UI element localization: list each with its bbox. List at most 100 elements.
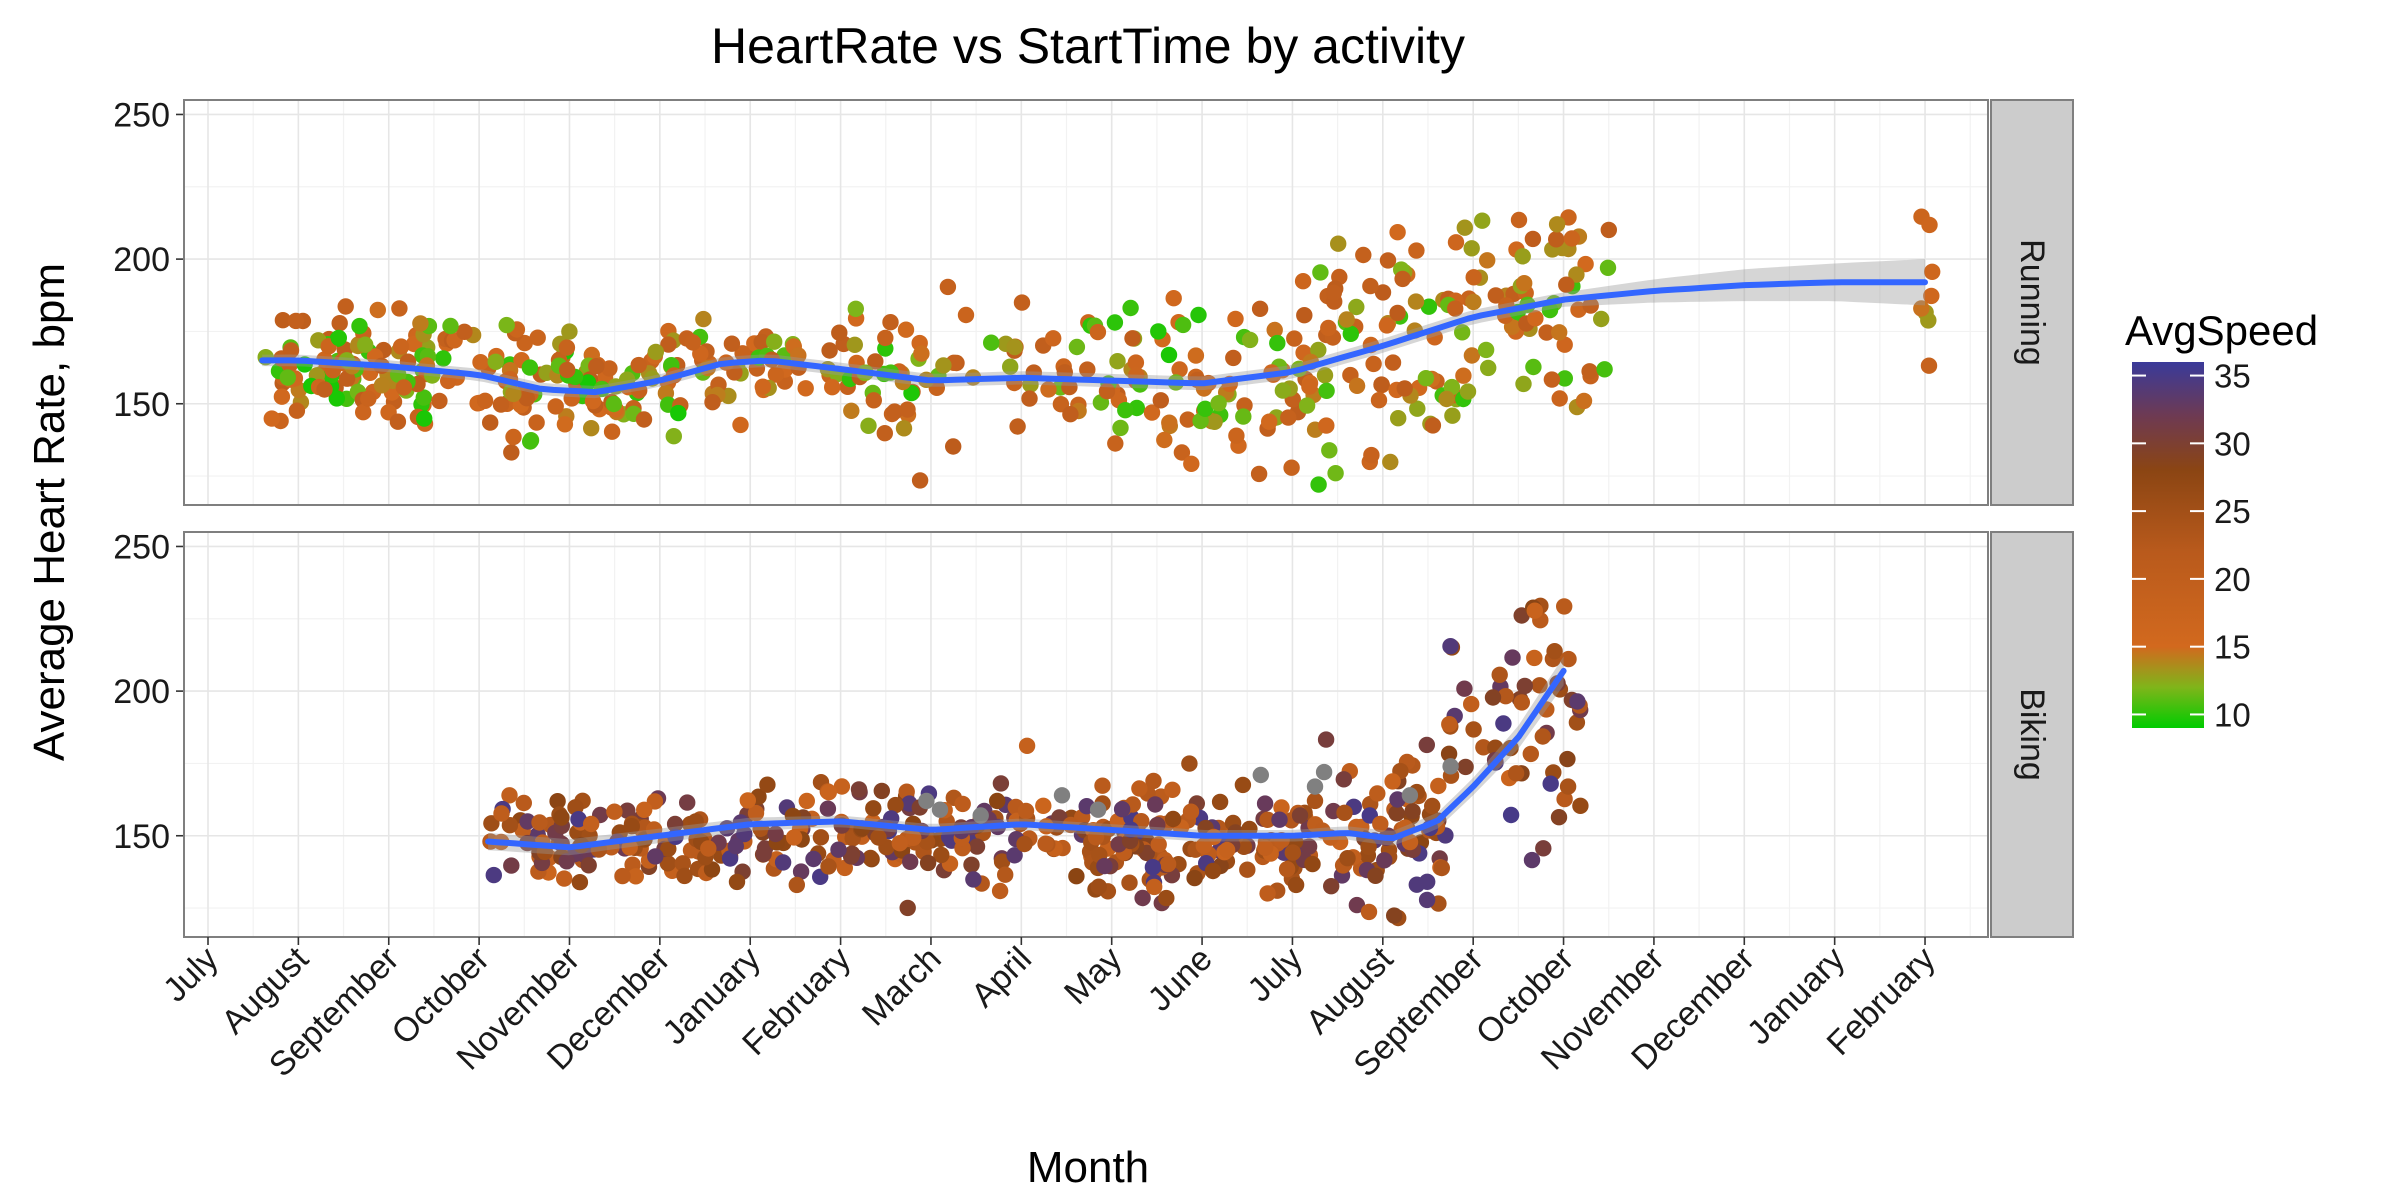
data-point: [492, 396, 510, 413]
data-point: [1090, 878, 1108, 895]
data-point: [1920, 357, 1938, 374]
data-point: [1271, 811, 1288, 828]
data-point: [1600, 221, 1618, 239]
data-point: [1365, 355, 1382, 373]
data-point: [1502, 806, 1520, 824]
data-point: [630, 356, 647, 374]
data-point: [798, 792, 815, 810]
y-tick-label: 200: [113, 241, 170, 279]
data-point: [1526, 649, 1543, 667]
data-point: [1507, 765, 1525, 782]
data-point: [1386, 907, 1403, 924]
data-point: [636, 801, 653, 818]
data-point: [1068, 338, 1086, 356]
legend-tick-label: 15: [2214, 629, 2251, 666]
data-point: [395, 379, 413, 396]
data-point: [739, 792, 756, 809]
data-point: [1310, 476, 1327, 493]
data-point: [919, 854, 937, 872]
panel-background: [184, 532, 1988, 937]
data-point: [1920, 312, 1937, 329]
data-point: [558, 339, 576, 356]
data-point: [355, 404, 372, 421]
data-point: [831, 324, 848, 341]
data-point: [606, 803, 623, 820]
data-point: [316, 381, 333, 398]
data-point: [1150, 836, 1167, 853]
data-point: [732, 416, 749, 434]
data-point: [1160, 346, 1178, 364]
data-point: [518, 390, 535, 407]
data-point: [1294, 273, 1312, 290]
data-point: [1174, 316, 1192, 334]
data-point: [601, 360, 618, 377]
data-point: [1298, 397, 1316, 414]
data-point: [666, 815, 684, 833]
data-point: [1491, 666, 1508, 683]
facet-strip-label: Biking: [2013, 688, 2051, 781]
data-point: [1182, 803, 1200, 820]
data-point: [614, 867, 631, 885]
legend-tick-label: 20: [2214, 561, 2251, 598]
data-point: [727, 838, 744, 855]
data-point: [1152, 392, 1170, 409]
legend-tick-label: 35: [2214, 358, 2251, 395]
data-point: [416, 410, 433, 427]
data-point: [337, 298, 354, 315]
data-point: [435, 350, 452, 367]
data-point: [992, 775, 1010, 792]
data-point: [805, 850, 822, 868]
data-point: [1424, 797, 1441, 815]
panels-layer: 150 200 250 Running 150 200 250 Biking: [113, 96, 2074, 938]
data-point: [1266, 321, 1283, 339]
data-point: [1301, 378, 1318, 395]
data-point: [647, 848, 664, 865]
data-point: [788, 876, 805, 894]
data-point: [1339, 850, 1356, 867]
data-point: [1284, 844, 1302, 861]
data-point: [1477, 341, 1495, 359]
data-point: [1186, 869, 1203, 887]
data-point: [1300, 838, 1318, 855]
data-point: [583, 420, 600, 437]
data-point: [695, 310, 712, 328]
data-point: [483, 815, 500, 832]
data-point: [754, 378, 771, 395]
data-point: [1225, 349, 1242, 367]
data-point: [766, 333, 783, 350]
data-point: [993, 853, 1011, 870]
data-point: [1318, 382, 1335, 399]
data-point: [1360, 838, 1377, 856]
data-point: [556, 416, 574, 433]
data-point: [1227, 310, 1244, 328]
data-point: [1117, 402, 1134, 419]
data-point: [968, 838, 986, 855]
data-point: [941, 828, 958, 846]
data-point: [1513, 694, 1531, 711]
data-point: [1165, 290, 1182, 307]
data-point: [1551, 324, 1568, 341]
data-point: [1593, 310, 1610, 328]
data-point: [515, 794, 532, 812]
data-point: [703, 861, 721, 878]
data-point: [373, 377, 391, 394]
data-point: [728, 873, 746, 891]
data-point: [1122, 299, 1139, 317]
data-point: [945, 438, 962, 455]
data-point: [1195, 837, 1213, 854]
data-point: [1147, 796, 1164, 813]
data-point: [1018, 737, 1036, 754]
data-point: [1228, 427, 1245, 444]
data-point: [522, 433, 539, 450]
data-point: [1497, 688, 1514, 705]
data-point: [338, 370, 356, 387]
data-point: [1342, 325, 1360, 342]
data-point: [1396, 380, 1413, 397]
data-point: [1269, 334, 1286, 352]
data-point: [1551, 390, 1568, 407]
data-point: [860, 417, 877, 434]
data-point: [1372, 815, 1389, 833]
data-point: [1454, 324, 1471, 341]
data-point: [1204, 862, 1222, 880]
data-point: [660, 336, 677, 353]
